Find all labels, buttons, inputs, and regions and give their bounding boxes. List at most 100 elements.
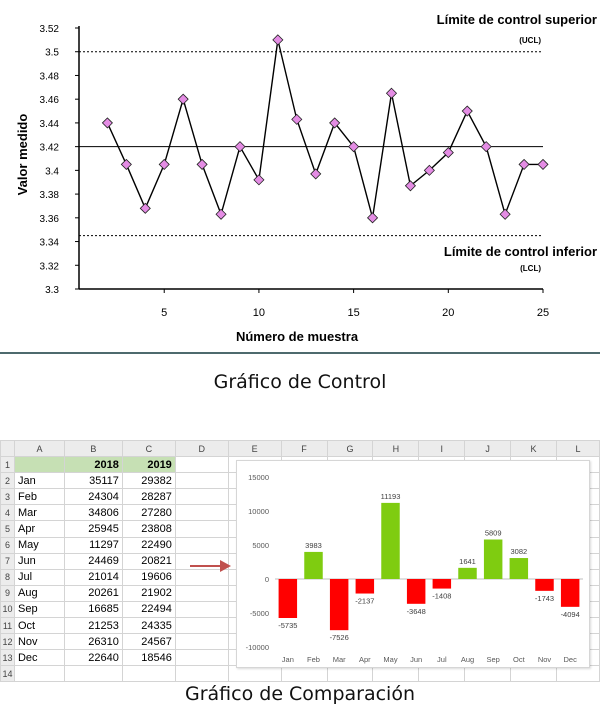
column-header[interactable]: I <box>418 439 466 458</box>
cell[interactable] <box>121 665 176 683</box>
cell[interactable] <box>174 665 229 683</box>
cell[interactable]: 20261 <box>63 584 123 602</box>
cell[interactable]: 24469 <box>63 552 123 570</box>
ucl-short-label: (UCL) <box>519 36 541 45</box>
bar <box>458 567 477 579</box>
cell[interactable] <box>63 665 123 683</box>
cell[interactable]: 34806 <box>63 504 123 522</box>
column-header[interactable]: B <box>63 439 123 458</box>
cell[interactable] <box>174 649 229 667</box>
data-point <box>139 202 151 214</box>
cell[interactable]: 26310 <box>63 633 123 651</box>
column-header[interactable]: A <box>13 439 65 458</box>
column-header[interactable]: D <box>174 439 229 458</box>
bar <box>355 579 375 594</box>
column-header[interactable]: E <box>227 439 282 458</box>
row-header[interactable]: 13 <box>0 649 15 667</box>
cell[interactable]: 2019 <box>121 456 176 474</box>
row-header[interactable]: 8 <box>0 568 15 586</box>
cell[interactable]: Apr <box>13 520 65 538</box>
cell[interactable] <box>174 504 229 522</box>
cell[interactable]: 24335 <box>121 617 176 635</box>
cell[interactable] <box>174 633 229 651</box>
x-tick-label: Dec <box>563 655 577 664</box>
cell[interactable]: 24304 <box>63 488 123 506</box>
cell[interactable] <box>13 665 65 683</box>
column-header[interactable]: F <box>280 439 328 458</box>
cell[interactable]: 20821 <box>121 552 176 570</box>
y-tick-label: 3.48 <box>40 71 60 82</box>
row-header[interactable]: 12 <box>0 633 15 651</box>
y-tick-label: -5000 <box>250 609 269 618</box>
cell[interactable]: Aug <box>13 584 65 602</box>
column-header[interactable] <box>0 439 15 458</box>
cell[interactable]: 24567 <box>121 633 176 651</box>
data-label: 3983 <box>305 541 322 550</box>
cell[interactable]: 29382 <box>121 472 176 490</box>
row-header[interactable]: 5 <box>0 520 15 538</box>
data-point <box>499 208 511 220</box>
cell[interactable]: 11297 <box>63 536 123 554</box>
cell[interactable]: 18546 <box>121 649 176 667</box>
cell[interactable] <box>174 617 229 635</box>
cell[interactable]: 27280 <box>121 504 176 522</box>
cell[interactable] <box>13 456 65 474</box>
data-point <box>196 158 208 170</box>
cell[interactable]: 16685 <box>63 600 123 619</box>
cell[interactable] <box>174 600 229 619</box>
cell[interactable] <box>174 536 229 554</box>
cell[interactable] <box>174 456 229 474</box>
cell[interactable]: Dec <box>13 649 65 667</box>
column-header[interactable]: J <box>464 439 512 458</box>
column-header[interactable]: H <box>372 439 420 458</box>
data-label: -2137 <box>355 597 374 606</box>
cell[interactable]: 2018 <box>63 456 123 474</box>
column-header[interactable]: K <box>510 439 558 458</box>
y-tick-label: 3.4 <box>45 166 59 177</box>
cell[interactable] <box>174 584 229 602</box>
row-header[interactable]: 4 <box>0 504 15 522</box>
cell[interactable]: Sep <box>13 600 65 619</box>
cell[interactable]: 23808 <box>121 520 176 538</box>
cell[interactable] <box>174 520 229 538</box>
y-tick-label: 3.38 <box>40 190 60 201</box>
cell[interactable]: 25945 <box>63 520 123 538</box>
row-header[interactable]: 6 <box>0 536 15 554</box>
cell[interactable]: Mar <box>13 504 65 522</box>
cell[interactable]: Nov <box>13 633 65 651</box>
cell[interactable]: 22640 <box>63 649 123 667</box>
cell[interactable]: 22494 <box>121 600 176 619</box>
y-tick-label: 3.44 <box>40 119 60 130</box>
cell[interactable]: 35117 <box>63 472 123 490</box>
cell[interactable]: May <box>13 536 65 554</box>
data-point <box>423 164 435 176</box>
cell[interactable] <box>174 472 229 490</box>
column-header[interactable]: G <box>326 439 374 458</box>
column-header[interactable]: L <box>556 439 600 458</box>
row-header[interactable]: 14 <box>0 665 15 683</box>
x-tick-label: Jan <box>282 655 294 664</box>
cell[interactable]: 19606 <box>121 568 176 586</box>
cell[interactable]: 21902 <box>121 584 176 602</box>
series-line <box>106 39 543 218</box>
cell[interactable]: 28287 <box>121 488 176 506</box>
row-header[interactable]: 3 <box>0 488 15 506</box>
y-tick-label: 0 <box>265 575 269 584</box>
comparison-chart-box[interactable]: -10000 -5000 0 5000 10000 15000 -5735 Jan 3983 Fe… <box>236 460 590 668</box>
row-header[interactable]: 7 <box>0 552 15 570</box>
cell[interactable] <box>174 488 229 506</box>
row-header[interactable]: 10 <box>0 600 15 619</box>
cell[interactable]: 21253 <box>63 617 123 635</box>
row-header[interactable]: 11 <box>0 617 15 635</box>
cell[interactable]: Feb <box>13 488 65 506</box>
column-header[interactable]: C <box>121 439 176 458</box>
row-header[interactable]: 1 <box>0 456 15 474</box>
row-header[interactable]: 2 <box>0 472 15 490</box>
cell[interactable]: Oct <box>13 617 65 635</box>
row-header[interactable]: 9 <box>0 584 15 602</box>
cell[interactable]: 21014 <box>63 568 123 586</box>
cell[interactable]: 22490 <box>121 536 176 554</box>
cell[interactable]: Jun <box>13 552 65 570</box>
cell[interactable]: Jan <box>13 472 65 490</box>
cell[interactable]: Jul <box>13 568 65 586</box>
